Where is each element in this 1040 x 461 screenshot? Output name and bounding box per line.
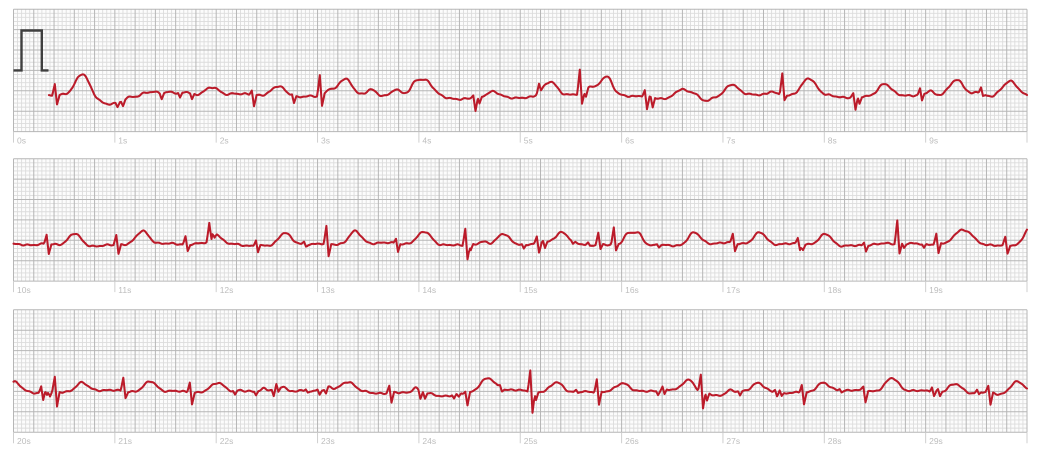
svg-text:23s: 23s: [321, 436, 335, 446]
svg-text:27s: 27s: [726, 436, 740, 446]
svg-text:24s: 24s: [422, 436, 436, 446]
svg-text:1s: 1s: [118, 135, 127, 145]
svg-text:26s: 26s: [625, 436, 639, 446]
svg-text:25s: 25s: [524, 436, 538, 446]
svg-text:18s: 18s: [828, 285, 842, 295]
svg-text:0s: 0s: [17, 135, 26, 145]
svg-text:17s: 17s: [726, 285, 740, 295]
svg-text:29s: 29s: [929, 436, 943, 446]
svg-text:14s: 14s: [422, 285, 436, 295]
svg-text:8s: 8s: [828, 135, 837, 145]
svg-text:11s: 11s: [118, 285, 131, 295]
svg-text:12s: 12s: [220, 285, 234, 295]
svg-text:2s: 2s: [220, 135, 229, 145]
svg-text:3s: 3s: [321, 135, 330, 145]
svg-text:7s: 7s: [726, 135, 735, 145]
svg-text:5s: 5s: [524, 135, 533, 145]
svg-text:28s: 28s: [828, 436, 842, 446]
svg-text:10s: 10s: [17, 285, 31, 295]
svg-text:6s: 6s: [625, 135, 634, 145]
svg-text:19s: 19s: [929, 285, 943, 295]
svg-text:4s: 4s: [422, 135, 431, 145]
svg-text:20s: 20s: [17, 436, 31, 446]
svg-text:15s: 15s: [524, 285, 538, 295]
svg-text:22s: 22s: [220, 436, 234, 446]
svg-text:13s: 13s: [321, 285, 335, 295]
svg-text:9s: 9s: [929, 135, 938, 145]
svg-text:21s: 21s: [118, 436, 132, 446]
svg-text:16s: 16s: [625, 285, 639, 295]
